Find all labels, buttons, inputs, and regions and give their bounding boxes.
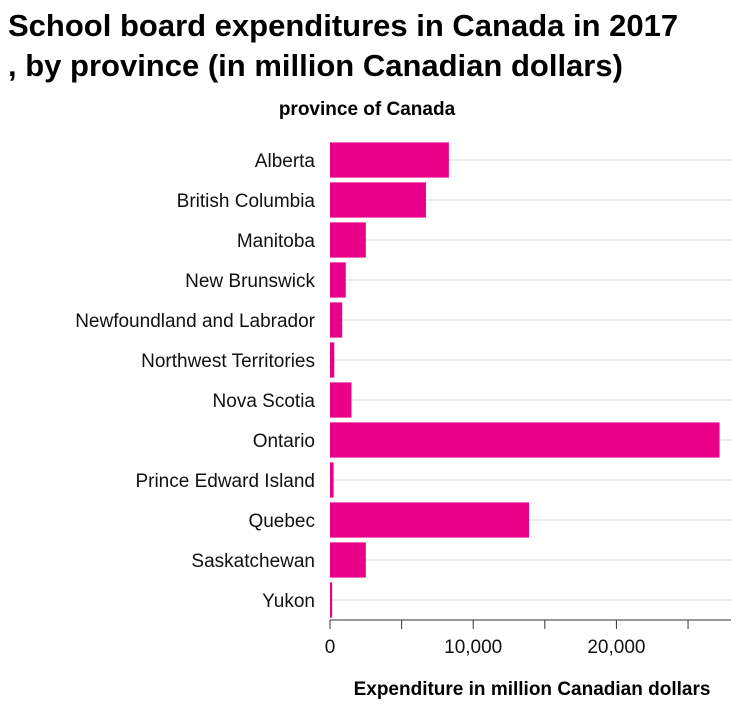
y-tick-label: Nova Scotia <box>213 391 316 412</box>
x-axis-title: Expenditure in million Canadian dollars <box>354 679 711 700</box>
bar <box>330 262 346 298</box>
y-axis-title: province of Canada <box>279 99 456 120</box>
y-tick-label: Northwest Territories <box>141 351 315 372</box>
y-tick-label: Manitoba <box>237 231 316 252</box>
bar <box>330 422 720 458</box>
bar <box>330 342 335 378</box>
bar <box>330 582 333 618</box>
y-tick-label: Yukon <box>262 591 315 612</box>
chart-title-line-1: School board expenditures in Canada in 2… <box>8 8 679 43</box>
y-tick-label: British Columbia <box>177 191 316 212</box>
y-tick-label: Ontario <box>253 431 315 452</box>
y-tick-label: Quebec <box>248 511 315 532</box>
y-tick-label: Alberta <box>255 151 316 172</box>
bar <box>330 222 366 258</box>
y-tick-labels: Alberta British Columbia Manitoba New Bruns… <box>75 151 315 612</box>
bar <box>330 142 449 178</box>
chart-title-line-2: , by province (in million Canadian dolla… <box>8 48 623 83</box>
bar <box>330 542 366 578</box>
bar <box>330 302 343 338</box>
x-tick-label: 10,000 <box>444 637 502 658</box>
x-tick-label: 0 <box>325 637 336 658</box>
bar <box>330 502 530 538</box>
bar <box>330 382 352 418</box>
y-tick-label: Prince Edward Island <box>135 471 315 492</box>
chart-title: School board expenditures in Canada in 2… <box>8 6 738 86</box>
x-axis: 0 10,000 20,000 <box>325 619 731 658</box>
bar <box>330 182 426 218</box>
bar <box>330 462 334 498</box>
y-tick-label: New Brunswick <box>185 271 315 292</box>
x-tick-label: 20,000 <box>587 637 645 658</box>
y-tick-label: Newfoundland and Labrador <box>75 311 315 332</box>
y-tick-label: Saskatchewan <box>191 551 315 572</box>
bars <box>330 142 720 618</box>
